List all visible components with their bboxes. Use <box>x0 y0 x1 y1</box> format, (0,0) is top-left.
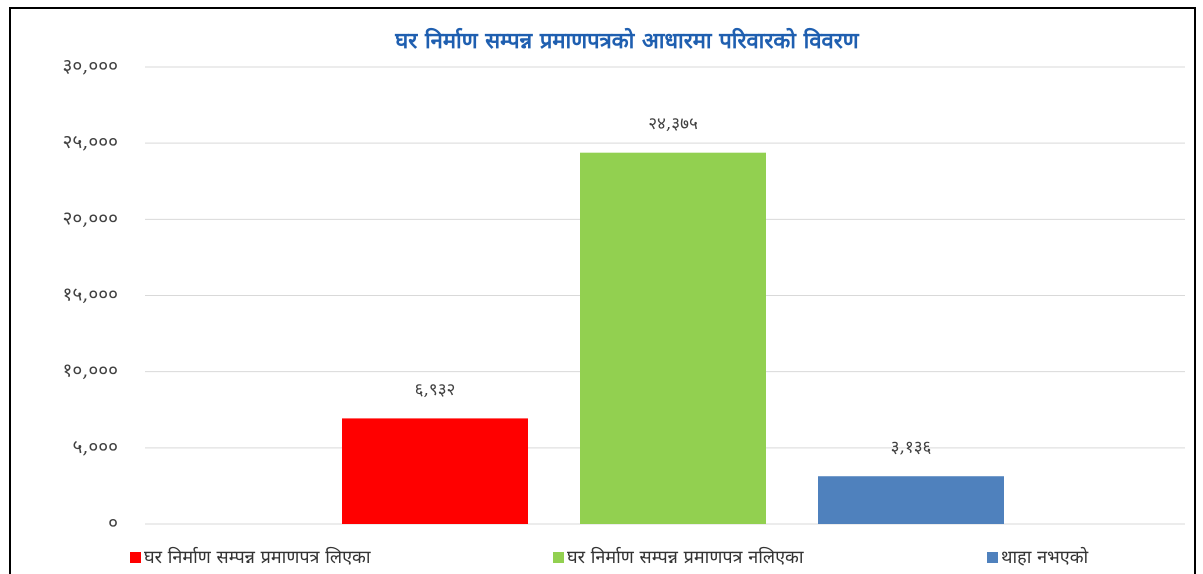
y-tick-label: १५,००० <box>63 284 118 306</box>
data-label: ३,१३६ <box>891 438 932 458</box>
y-tick-label: ० <box>108 512 118 534</box>
y-tick-label: ५,००० <box>72 436 118 458</box>
chart-title: घर निर्माण सम्पन्न प्रमाणपत्रको आधारमा प… <box>394 27 860 54</box>
bar <box>818 476 1004 524</box>
bar <box>342 418 528 524</box>
y-tick-label: १०,००० <box>63 360 118 382</box>
data-label: २४,३७५ <box>648 114 698 134</box>
y-tick-label: ३०,००० <box>63 55 118 77</box>
legend-label: थाहा नभएको <box>1001 546 1089 568</box>
legend-label: घर निर्माण सम्पन्न प्रमाणपत्र नलिएका <box>567 546 804 568</box>
y-tick-label: २५,००० <box>63 131 118 153</box>
legend-swatch <box>130 552 141 563</box>
bar <box>580 152 766 524</box>
legend-label: घर निर्माण सम्पन्न प्रमाणपत्र लिएका <box>144 546 371 568</box>
legend-swatch <box>987 552 998 563</box>
y-tick-label: २०,००० <box>63 207 118 229</box>
data-label: ६,९३२ <box>415 380 456 400</box>
legend-swatch <box>553 552 564 563</box>
